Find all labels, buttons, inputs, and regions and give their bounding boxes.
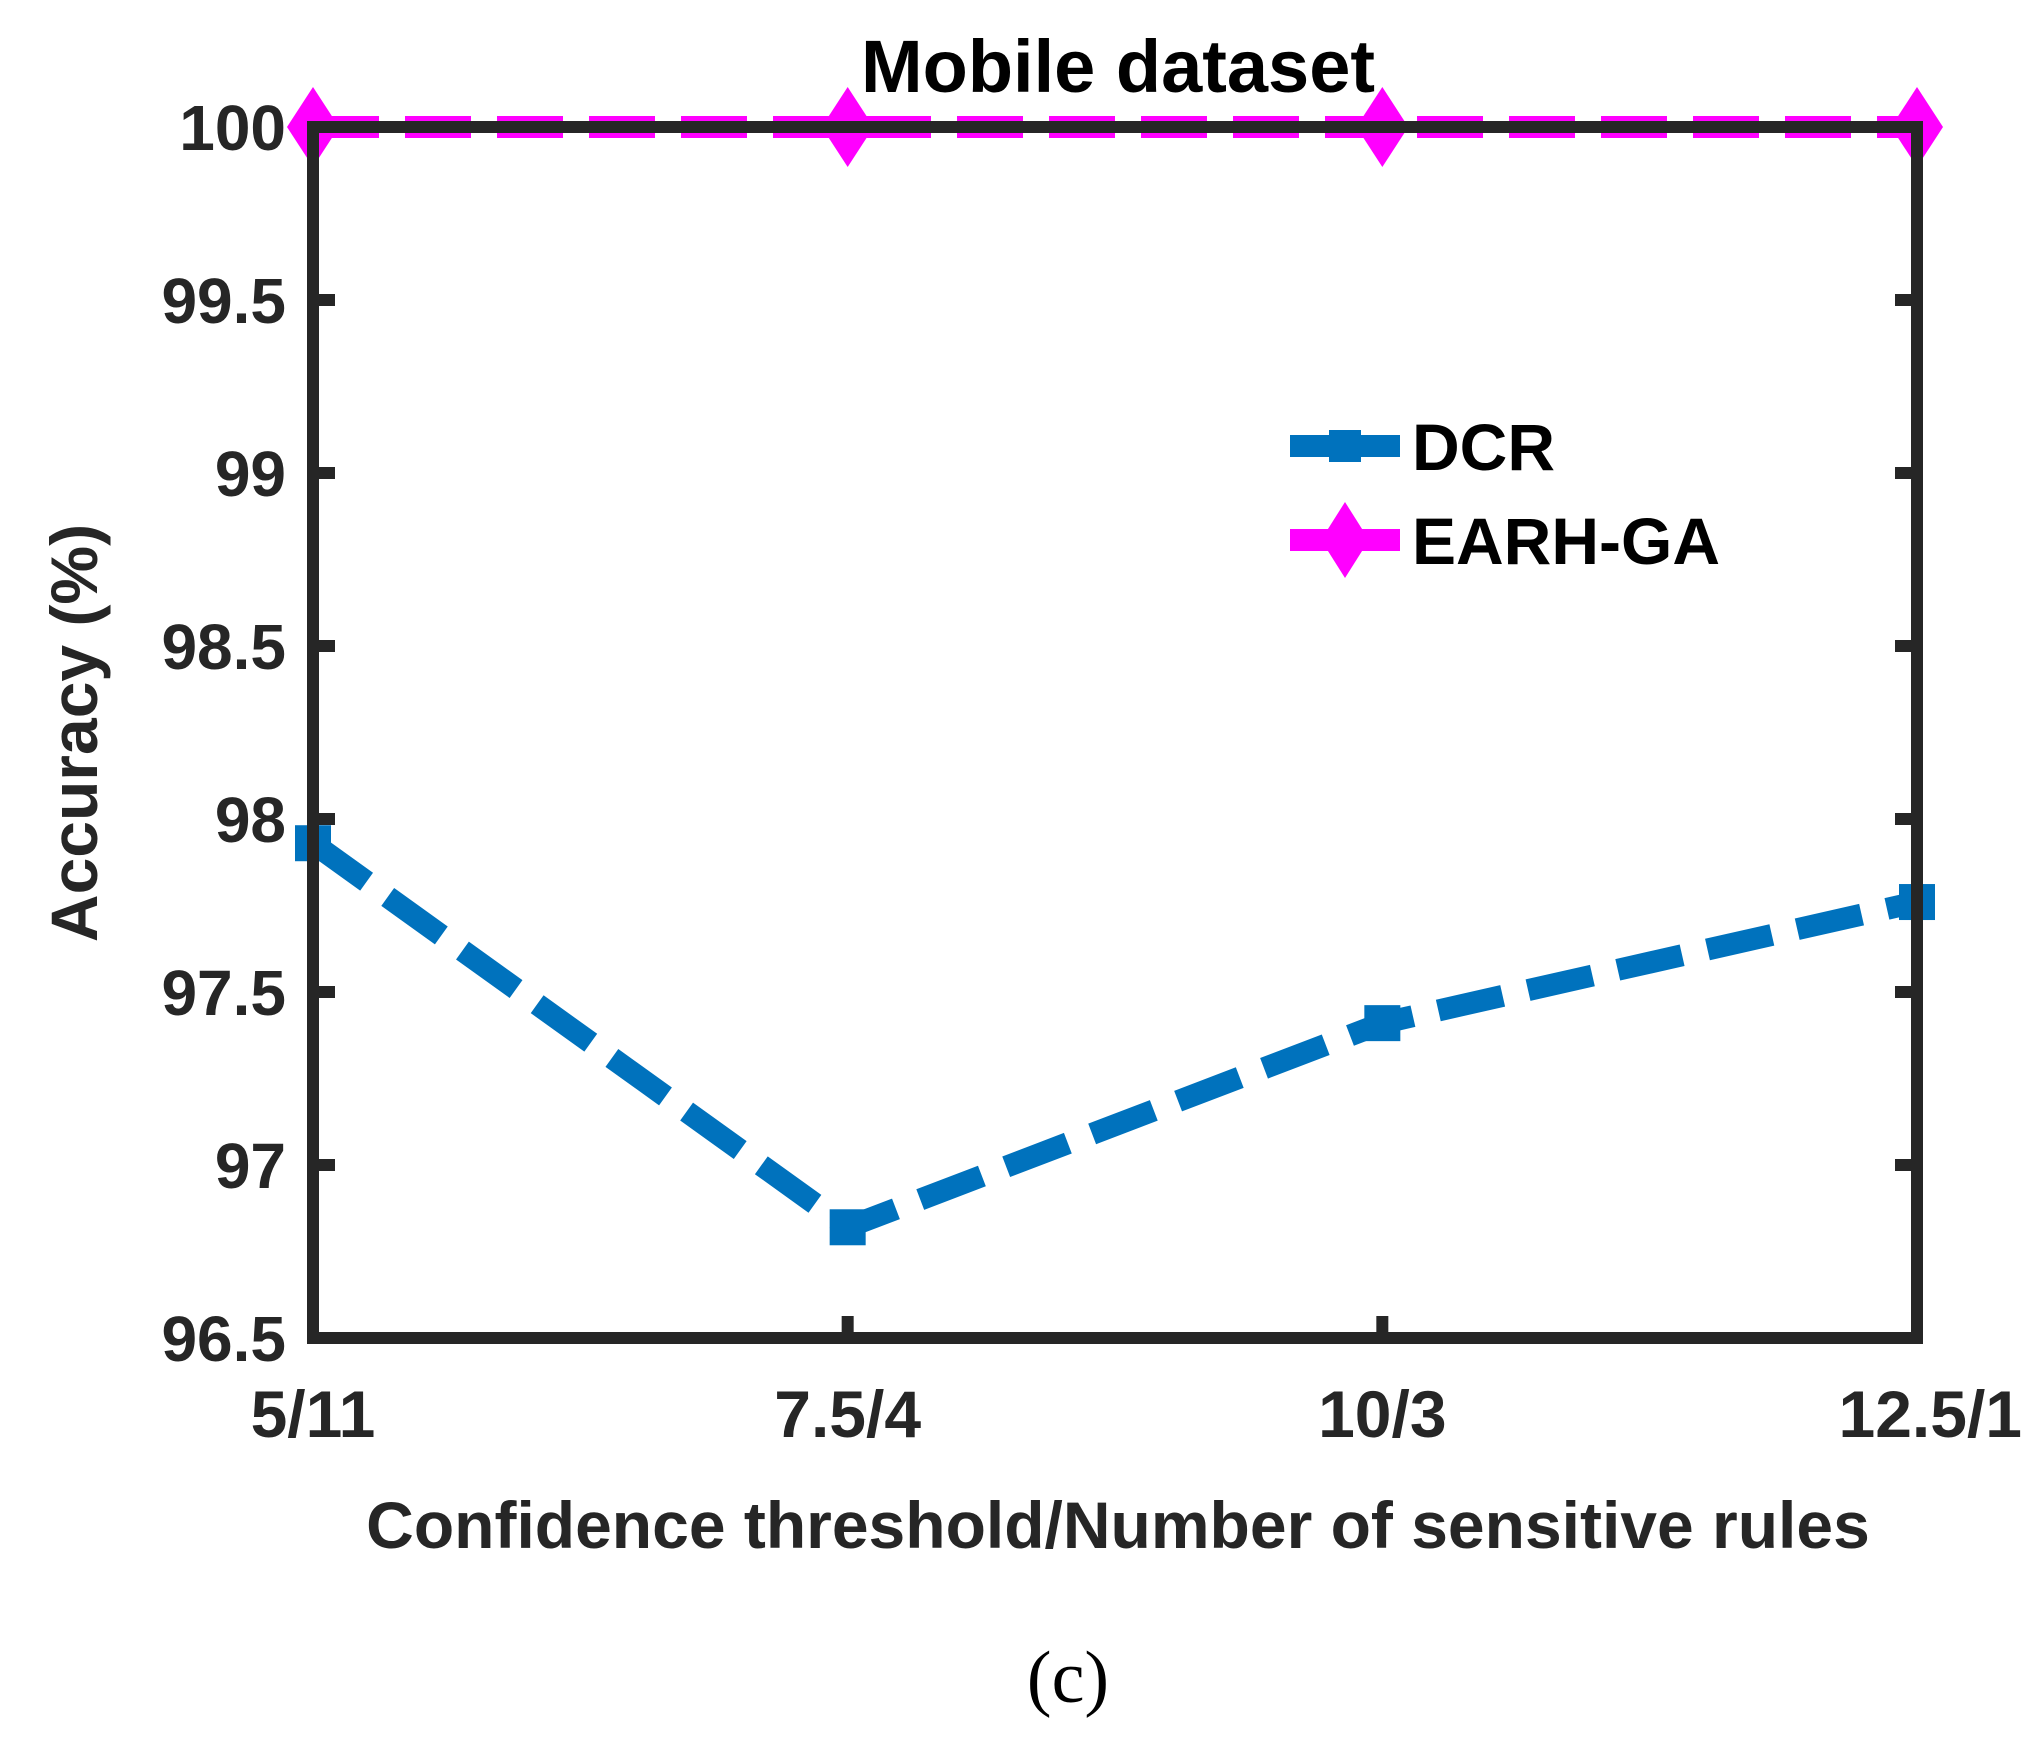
data-point-dcr	[829, 1209, 866, 1246]
y-tick-label: 99.5	[161, 265, 286, 337]
x-tick-label: 5/11	[251, 1377, 376, 1451]
y-axis-label: Accuracy (%)	[37, 524, 111, 942]
y-tick-label: 96.5	[161, 1303, 286, 1375]
y-tick-label: 98	[215, 784, 286, 856]
x-tick-label: 10/3	[1318, 1377, 1446, 1451]
y-tick-labels: 96.5 97 97.5 98 98.5 99 99.5 100	[161, 92, 286, 1375]
y-tick-label: 97	[215, 1130, 286, 1202]
legend-entry-dcr: DCR	[1290, 410, 1555, 484]
y-tick-label: 100	[179, 92, 286, 164]
y-tick-label: 99	[215, 438, 286, 510]
legend-marker-earh-ga	[1321, 502, 1369, 578]
y-tick-label: 97.5	[161, 957, 286, 1029]
figure-caption: (c)	[1027, 1637, 1109, 1719]
legend-label-earh-ga: EARH-GA	[1412, 504, 1720, 578]
x-tick-labels: 5/11 7.5/4 10/3 12.5/1	[251, 1377, 2022, 1451]
legend-marker-dcr	[1329, 430, 1361, 462]
data-point-dcr	[1364, 1005, 1401, 1042]
y-tick-label: 98.5	[161, 611, 286, 683]
axes-box	[307, 121, 1923, 1344]
x-tick-label: 7.5/4	[774, 1377, 921, 1451]
x-tick-label: 12.5/1	[1839, 1377, 2023, 1451]
x-axis-label: Confidence threshold/Number of sensitive…	[366, 1488, 1870, 1562]
legend: DCR EARH-GA	[1290, 410, 1720, 578]
legend-label-dcr: DCR	[1412, 410, 1555, 484]
legend-entry-earh-ga: EARH-GA	[1290, 502, 1720, 578]
series-line-dcr	[306, 834, 1920, 1240]
chart-title: Mobile dataset	[861, 25, 1375, 108]
